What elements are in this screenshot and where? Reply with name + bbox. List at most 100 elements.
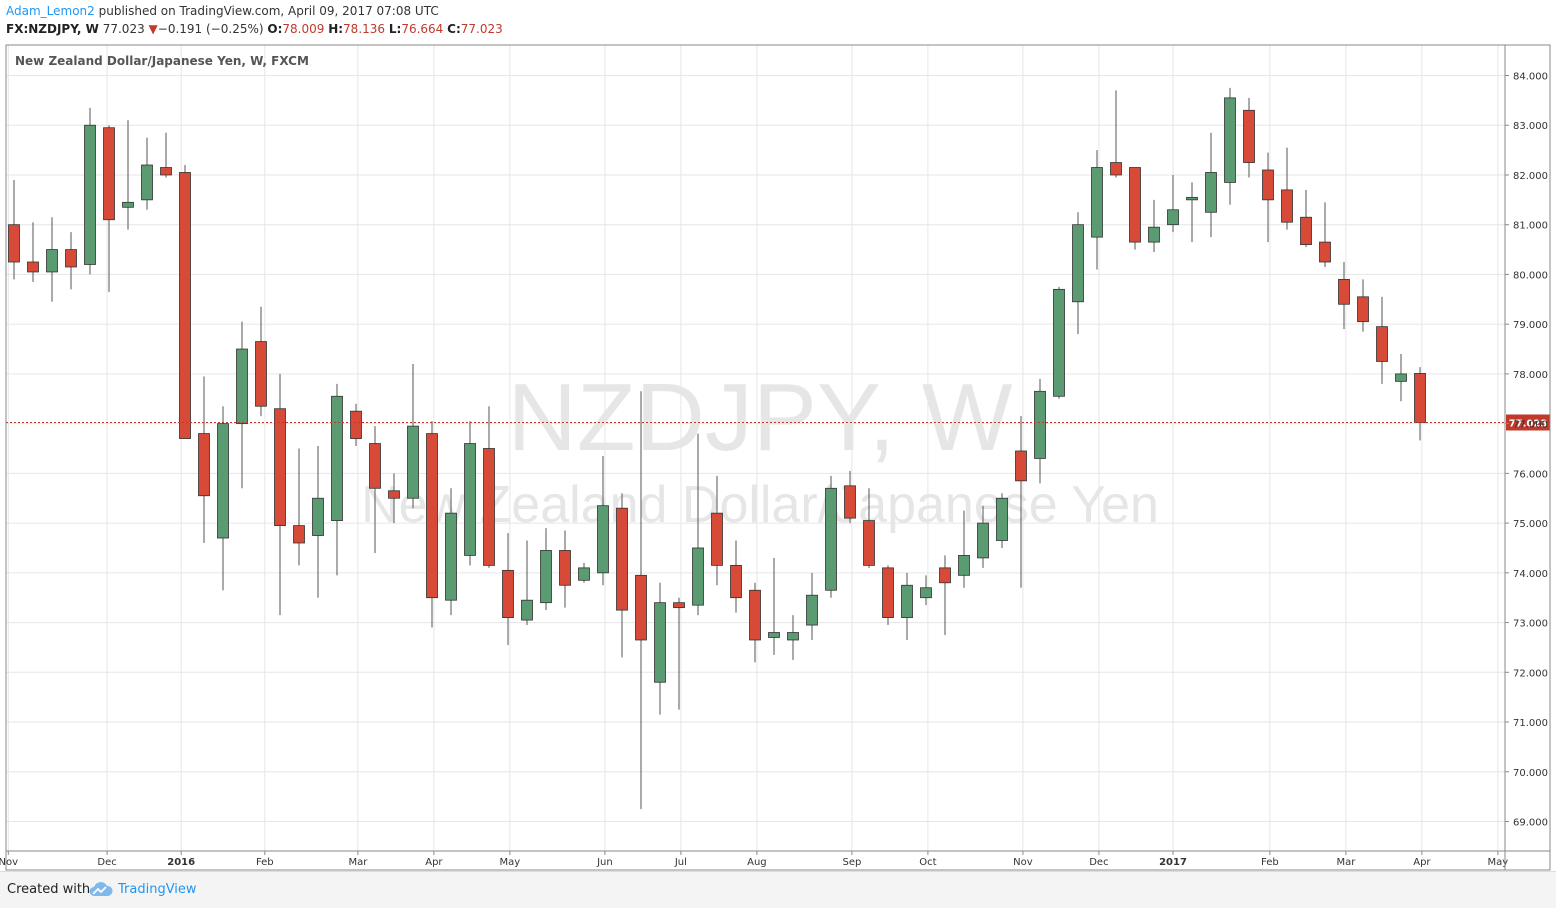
candle-body xyxy=(293,525,305,544)
last-price-label: 77.023 xyxy=(1509,418,1548,429)
candle-up xyxy=(768,557,780,655)
candle-body xyxy=(787,632,799,641)
candle-up xyxy=(692,433,704,616)
candle-body xyxy=(1053,288,1065,397)
candle-body xyxy=(749,589,761,641)
candle-down xyxy=(711,475,723,586)
x-tick-label: Aug xyxy=(747,857,767,868)
candle-down xyxy=(293,448,305,566)
candle-up xyxy=(1148,199,1160,253)
candle-body xyxy=(255,341,267,407)
candle-body xyxy=(1395,373,1407,382)
candle-down xyxy=(1262,152,1274,243)
candle-down xyxy=(502,533,514,645)
candle-body xyxy=(236,348,248,425)
candle-up xyxy=(312,446,324,598)
candle-up xyxy=(920,575,932,606)
tradingview-cloud-icon[interactable] xyxy=(88,880,114,898)
candle-body xyxy=(464,443,476,556)
y-tick-label: 73.000 xyxy=(1513,619,1548,630)
candle-body xyxy=(958,555,970,576)
candle-up xyxy=(84,107,96,275)
x-tick-label: Mar xyxy=(1336,857,1356,868)
y-tick-label: 70.000 xyxy=(1513,768,1548,779)
candle-down xyxy=(1110,90,1122,178)
candle-body xyxy=(8,224,20,263)
candle-up xyxy=(407,363,419,509)
x-tick-label: Oct xyxy=(919,857,936,868)
candle-up xyxy=(654,582,666,715)
x-tick-label: Apr xyxy=(1413,857,1431,868)
x-tick-label: Dec xyxy=(97,857,116,868)
candle-series xyxy=(8,87,1426,810)
candle-up xyxy=(806,572,818,640)
candle-up xyxy=(1034,378,1046,484)
candle-down xyxy=(103,125,115,292)
created-with-text: Created with xyxy=(7,882,91,897)
candle-body xyxy=(996,497,1008,541)
candle-down xyxy=(863,488,875,568)
x-tick-label: Mar xyxy=(348,857,368,868)
candle-down xyxy=(483,406,495,568)
candle-down xyxy=(730,540,742,613)
candle-body xyxy=(1148,226,1160,243)
candle-body xyxy=(122,201,134,208)
candle-down xyxy=(1357,279,1369,332)
candle-body xyxy=(1110,162,1122,176)
y-tick-label: 75.000 xyxy=(1513,519,1548,530)
author-link[interactable]: Adam_Lemon2 xyxy=(6,4,95,18)
candle-down xyxy=(350,403,362,447)
price-axis[interactable]: 69.000 70.000 71.000 72.000 73.000 74.000 75.0… xyxy=(1505,72,1548,829)
candle-down xyxy=(8,179,20,280)
x-tick-label: Jul xyxy=(674,857,687,868)
x-tick-label: Feb xyxy=(256,857,274,868)
candle-up xyxy=(1091,150,1103,270)
x-tick-label: Nov xyxy=(1013,857,1033,868)
candle-body xyxy=(806,594,818,626)
candle-body xyxy=(1015,450,1027,482)
candle-body xyxy=(407,425,419,499)
candle-up xyxy=(236,321,248,489)
candle-body xyxy=(1281,189,1293,223)
footer-bar: Created with TradingView xyxy=(0,871,1556,908)
candle-body xyxy=(198,433,210,497)
candle-body xyxy=(1376,326,1388,362)
candle-body xyxy=(331,395,343,522)
candle-body xyxy=(768,632,780,638)
candle-down xyxy=(27,222,39,282)
candle-up xyxy=(1224,87,1236,205)
candle-down xyxy=(1243,97,1255,178)
candle-up xyxy=(540,528,552,611)
candle-up xyxy=(958,510,970,588)
candle-body xyxy=(597,505,609,574)
candle-body xyxy=(939,567,951,584)
candle-body xyxy=(1262,169,1274,201)
candle-body xyxy=(863,520,875,566)
candle-down xyxy=(673,597,685,710)
low-value: 76.664 xyxy=(401,22,444,36)
candle-body xyxy=(1338,279,1350,305)
candle-body xyxy=(521,599,533,621)
candle-down xyxy=(1300,189,1312,248)
tradingview-link[interactable]: TradingView xyxy=(118,882,197,897)
publisher-line: Adam_Lemon2 published on TradingView.com… xyxy=(6,4,439,18)
x-tick-label: Sep xyxy=(842,857,861,868)
y-tick-label: 69.000 xyxy=(1513,818,1548,829)
price-chart[interactable]: NZDJPY, W New Zealand Dollar/Japanese Ye… xyxy=(0,0,1556,871)
candle-body xyxy=(920,587,932,599)
candle-body xyxy=(65,249,77,268)
candle-down xyxy=(179,165,191,439)
ticker-info: FX:NZDJPY, W 77.023 ▼−0.191 (−0.25%) O:7… xyxy=(6,22,503,36)
y-tick-label: 76.000 xyxy=(1513,469,1548,480)
time-axis[interactable]: Nov Dec 2016 Feb Mar Apr May Jun Jul Aug Sep Oct Nov… xyxy=(0,851,1508,868)
candle-down xyxy=(1129,167,1141,250)
candle-body xyxy=(46,249,58,273)
y-tick-label: 77.000 xyxy=(1513,420,1548,431)
candle-up xyxy=(901,572,913,640)
candle-body xyxy=(730,564,742,599)
candle-body xyxy=(1300,216,1312,245)
y-tick-label: 78.000 xyxy=(1513,370,1548,381)
x-tick-label: Apr xyxy=(425,857,443,868)
candle-down xyxy=(882,565,894,626)
candle-body xyxy=(84,124,96,265)
